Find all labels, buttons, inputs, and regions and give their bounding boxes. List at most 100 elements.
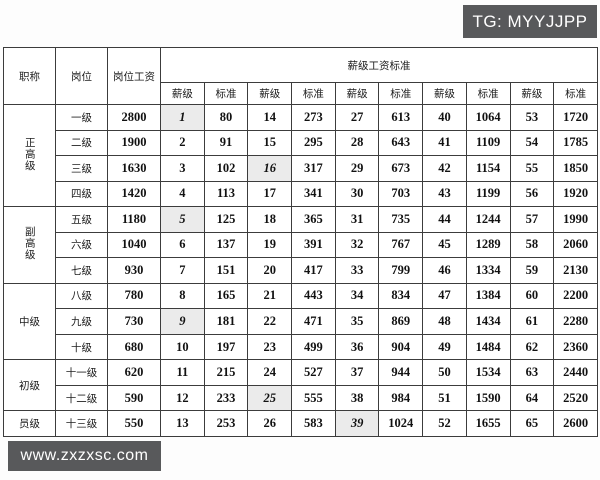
grade-cell: 39 [334, 410, 380, 437]
position-cell: 三级 [55, 155, 108, 182]
grade-cell: 11 [160, 359, 205, 386]
grade-cell: 58 [509, 231, 555, 259]
grade-cell: 10 [160, 333, 205, 361]
grade-cell: 6 [160, 231, 205, 259]
grade-cell: 38 [334, 384, 380, 412]
standard-cell: 113 [203, 180, 249, 208]
standard-cell: 1064 [465, 104, 511, 131]
standard-cell: 417 [291, 257, 336, 284]
standard-cell: 869 [378, 308, 424, 335]
grade-cell: 37 [334, 359, 380, 386]
table-row: 员级 十三级 550 13 253 26 583 39 1024 52 1655 65 2600 [3, 410, 598, 437]
post-wage-cell: 680 [107, 333, 161, 361]
standard-cell: 984 [378, 384, 424, 412]
header-grade: 薪级 [247, 82, 293, 105]
site-watermark-badge: www.zxzxsc.com [8, 441, 161, 471]
grade-cell: 63 [509, 359, 555, 386]
header-grade: 薪级 [334, 82, 380, 105]
standard-cell: 527 [291, 359, 336, 386]
post-wage-cell: 930 [107, 257, 161, 284]
standard-cell: 1990 [553, 206, 598, 233]
grade-cell: 13 [160, 410, 205, 437]
salary-table: 职称 岗位 岗位工资 薪级工资标准 薪级 标准 薪级 标准 薪级 标准 薪级 标准 薪级 标准 正高级 一级… [3, 47, 598, 437]
grade-cell: 40 [422, 104, 467, 131]
header-standard: 标准 [203, 82, 249, 105]
standard-cell: 1109 [465, 129, 511, 157]
post-wage-cell: 2800 [107, 104, 161, 131]
header-title: 职称 [3, 47, 56, 105]
standard-cell: 834 [378, 282, 424, 310]
header-post-wage: 岗位工资 [107, 47, 161, 105]
header-position: 岗位 [55, 47, 108, 105]
table-row: 九级 730 9 181 22 471 35 869 48 1434 61 2280 [4, 308, 598, 335]
grade-cell: 26 [247, 410, 293, 437]
standard-cell: 1384 [465, 282, 511, 310]
table-row: 初级 十一级 620 11 215 24 527 37 944 50 1534 63 2440 [3, 359, 598, 412]
grade-cell: 60 [509, 282, 555, 310]
post-wage-cell: 1180 [107, 206, 161, 233]
grade-cell: 32 [334, 231, 380, 259]
grade-cell: 42 [422, 155, 467, 182]
standard-cell: 673 [378, 155, 424, 182]
standard-cell: 1720 [553, 104, 598, 131]
table-row: 十级 680 10 197 23 499 36 904 49 1484 62 2360 [4, 333, 598, 361]
standard-cell: 1244 [465, 206, 511, 233]
standard-cell: 80 [203, 104, 249, 131]
header-standard: 标准 [553, 82, 598, 105]
standard-cell: 151 [203, 257, 249, 284]
table-row: 三级 1630 3 102 16 317 29 673 42 1154 55 1850 [4, 155, 598, 182]
standard-cell: 341 [291, 180, 336, 208]
group-title-text: 副高级 [23, 226, 36, 261]
grade-cell: 14 [247, 104, 293, 131]
group-title-cell: 初级 [3, 359, 56, 412]
position-cell: 五级 [55, 206, 108, 233]
grade-cell: 59 [509, 257, 555, 284]
group-title-text: 初级 [19, 379, 40, 392]
header-standard: 标准 [465, 82, 511, 105]
grade-cell: 62 [509, 333, 555, 361]
post-wage-cell: 1420 [107, 180, 161, 208]
grade-cell: 8 [160, 282, 205, 310]
standard-cell: 1434 [465, 308, 511, 335]
group-title-cell: 副高级 [3, 206, 56, 284]
table-header: 职称 岗位 岗位工资 薪级工资标准 薪级 标准 薪级 标准 薪级 标准 薪级 标准 薪级 标准 [3, 47, 598, 105]
grade-cell: 49 [422, 333, 467, 361]
grade-cell: 5 [160, 206, 205, 233]
standard-cell: 1850 [553, 155, 598, 182]
grade-cell: 51 [422, 384, 467, 412]
group-title-cell: 中级 [3, 282, 56, 361]
grade-cell: 33 [334, 257, 380, 284]
standard-cell: 703 [378, 180, 424, 208]
table-body: 正高级 一级 2800 1 80 14 273 27 613 40 1064 53 1720 二级 1900… [3, 103, 598, 437]
post-wage-cell: 730 [107, 308, 161, 335]
table-row: 正高级 一级 2800 1 80 14 273 27 613 40 1064 53 1720 [3, 103, 598, 208]
grade-cell: 31 [334, 206, 380, 233]
position-cell: 七级 [55, 257, 108, 284]
post-wage-cell: 1040 [107, 231, 161, 259]
standard-cell: 317 [291, 155, 336, 182]
grade-cell: 19 [247, 231, 293, 259]
standard-cell: 1154 [465, 155, 511, 182]
position-cell: 十级 [55, 333, 108, 361]
grade-cell: 56 [509, 180, 555, 208]
position-cell: 六级 [55, 231, 108, 259]
header-grade-wage-span: 薪级工资标准 [160, 47, 598, 83]
grade-cell: 44 [422, 206, 467, 233]
table-row: 二级 1900 2 91 15 295 28 643 41 1109 54 1785 [4, 129, 598, 157]
grade-cell: 46 [422, 257, 467, 284]
grade-cell: 47 [422, 282, 467, 310]
standard-cell: 735 [378, 206, 424, 233]
standard-cell: 253 [203, 410, 249, 437]
group-title-text: 员级 [19, 418, 40, 431]
table-row: 十二级 590 12 233 25 555 38 984 51 1590 64 2520 [4, 384, 598, 412]
grade-cell: 48 [422, 308, 467, 335]
standard-cell: 1590 [465, 384, 511, 412]
standard-cell: 499 [291, 333, 336, 361]
standard-cell: 583 [291, 410, 336, 437]
standard-cell: 2440 [553, 359, 598, 386]
group-title-cell: 员级 [3, 410, 56, 437]
standard-cell: 944 [378, 359, 424, 386]
standard-cell: 365 [291, 206, 336, 233]
grade-cell: 24 [247, 359, 293, 386]
grade-cell: 21 [247, 282, 293, 310]
